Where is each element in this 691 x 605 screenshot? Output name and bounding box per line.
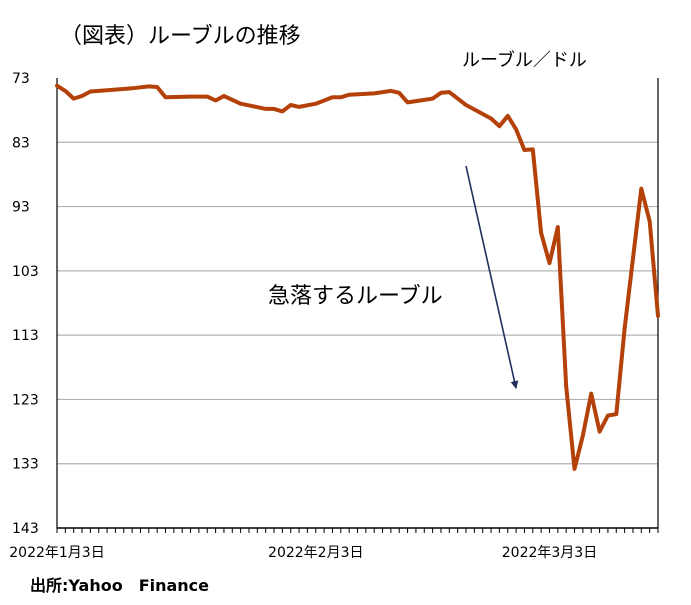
x-tick-label: 2022年2月3日 (268, 545, 363, 561)
data-point (331, 95, 334, 99)
data-point (439, 91, 443, 95)
data-point (105, 88, 109, 92)
data-point (205, 95, 209, 99)
data-point (239, 102, 243, 106)
data-point (272, 107, 276, 111)
data-point (606, 414, 610, 417)
data-point (447, 90, 451, 94)
y-tick-label: 113 (12, 328, 39, 344)
data-point (639, 187, 643, 191)
data-point (297, 105, 301, 109)
data-point (522, 148, 526, 152)
data-point (589, 392, 593, 396)
data-point (539, 231, 543, 235)
series-group (55, 83, 660, 471)
data-point (372, 91, 376, 95)
data-point (289, 103, 293, 107)
source-note: 出所:Yahoo Finance (30, 576, 210, 595)
data-point (314, 102, 318, 106)
data-point (264, 107, 268, 111)
data-point (164, 95, 167, 99)
data-point (147, 84, 151, 88)
data-point (656, 314, 660, 318)
y-tick-label: 133 (12, 457, 39, 473)
data-point (88, 90, 92, 93)
chart-title: （図表）ルーブルの推移 (60, 24, 301, 49)
axes: 73 83 93 103 113 123 133 143 2022年1月3日 2022年2月3日 2… (9, 71, 659, 561)
data-point (80, 94, 84, 98)
annotation-label: 急落するルーブル (268, 284, 443, 309)
data-point (222, 94, 226, 98)
data-point (623, 327, 627, 331)
data-point (514, 127, 518, 131)
y-tick-label: 83 (12, 135, 30, 151)
y-tick-label: 93 (12, 200, 30, 216)
x-tick-label: 2022年1月3日 (9, 545, 104, 561)
y-tick-label: 123 (12, 392, 39, 408)
data-point (63, 89, 67, 93)
data-point (648, 219, 652, 223)
data-point (464, 103, 468, 107)
data-point (280, 109, 284, 113)
data-point (406, 100, 410, 104)
data-point (347, 93, 351, 97)
data-point (548, 261, 551, 265)
data-point (214, 99, 218, 102)
data-point (339, 95, 343, 99)
data-point (155, 85, 159, 89)
y-tick-label: 73 (12, 71, 30, 87)
data-point (72, 97, 76, 101)
data-point (581, 433, 585, 437)
data-point (389, 89, 393, 93)
data-point (397, 91, 401, 95)
data-point (564, 385, 568, 389)
y-tick-label: 103 (12, 264, 39, 280)
data-point (130, 86, 134, 90)
ruble-usd-line (55, 83, 660, 471)
data-point (497, 124, 501, 128)
unit-label: ルーブル／ドル (462, 50, 587, 71)
data-point (489, 117, 493, 120)
gridlines (57, 141, 658, 465)
data-point (431, 97, 435, 101)
x-tick-label: 2022年3月3日 (502, 545, 597, 561)
data-point (614, 412, 618, 416)
data-point (189, 95, 193, 99)
data-point (573, 467, 576, 471)
annotation-arrow (465, 165, 519, 389)
data-point (55, 84, 59, 88)
data-point (556, 225, 560, 229)
data-point (598, 430, 602, 434)
y-tick-label: 143 (12, 521, 39, 537)
data-point (531, 147, 535, 151)
data-point (506, 114, 510, 118)
